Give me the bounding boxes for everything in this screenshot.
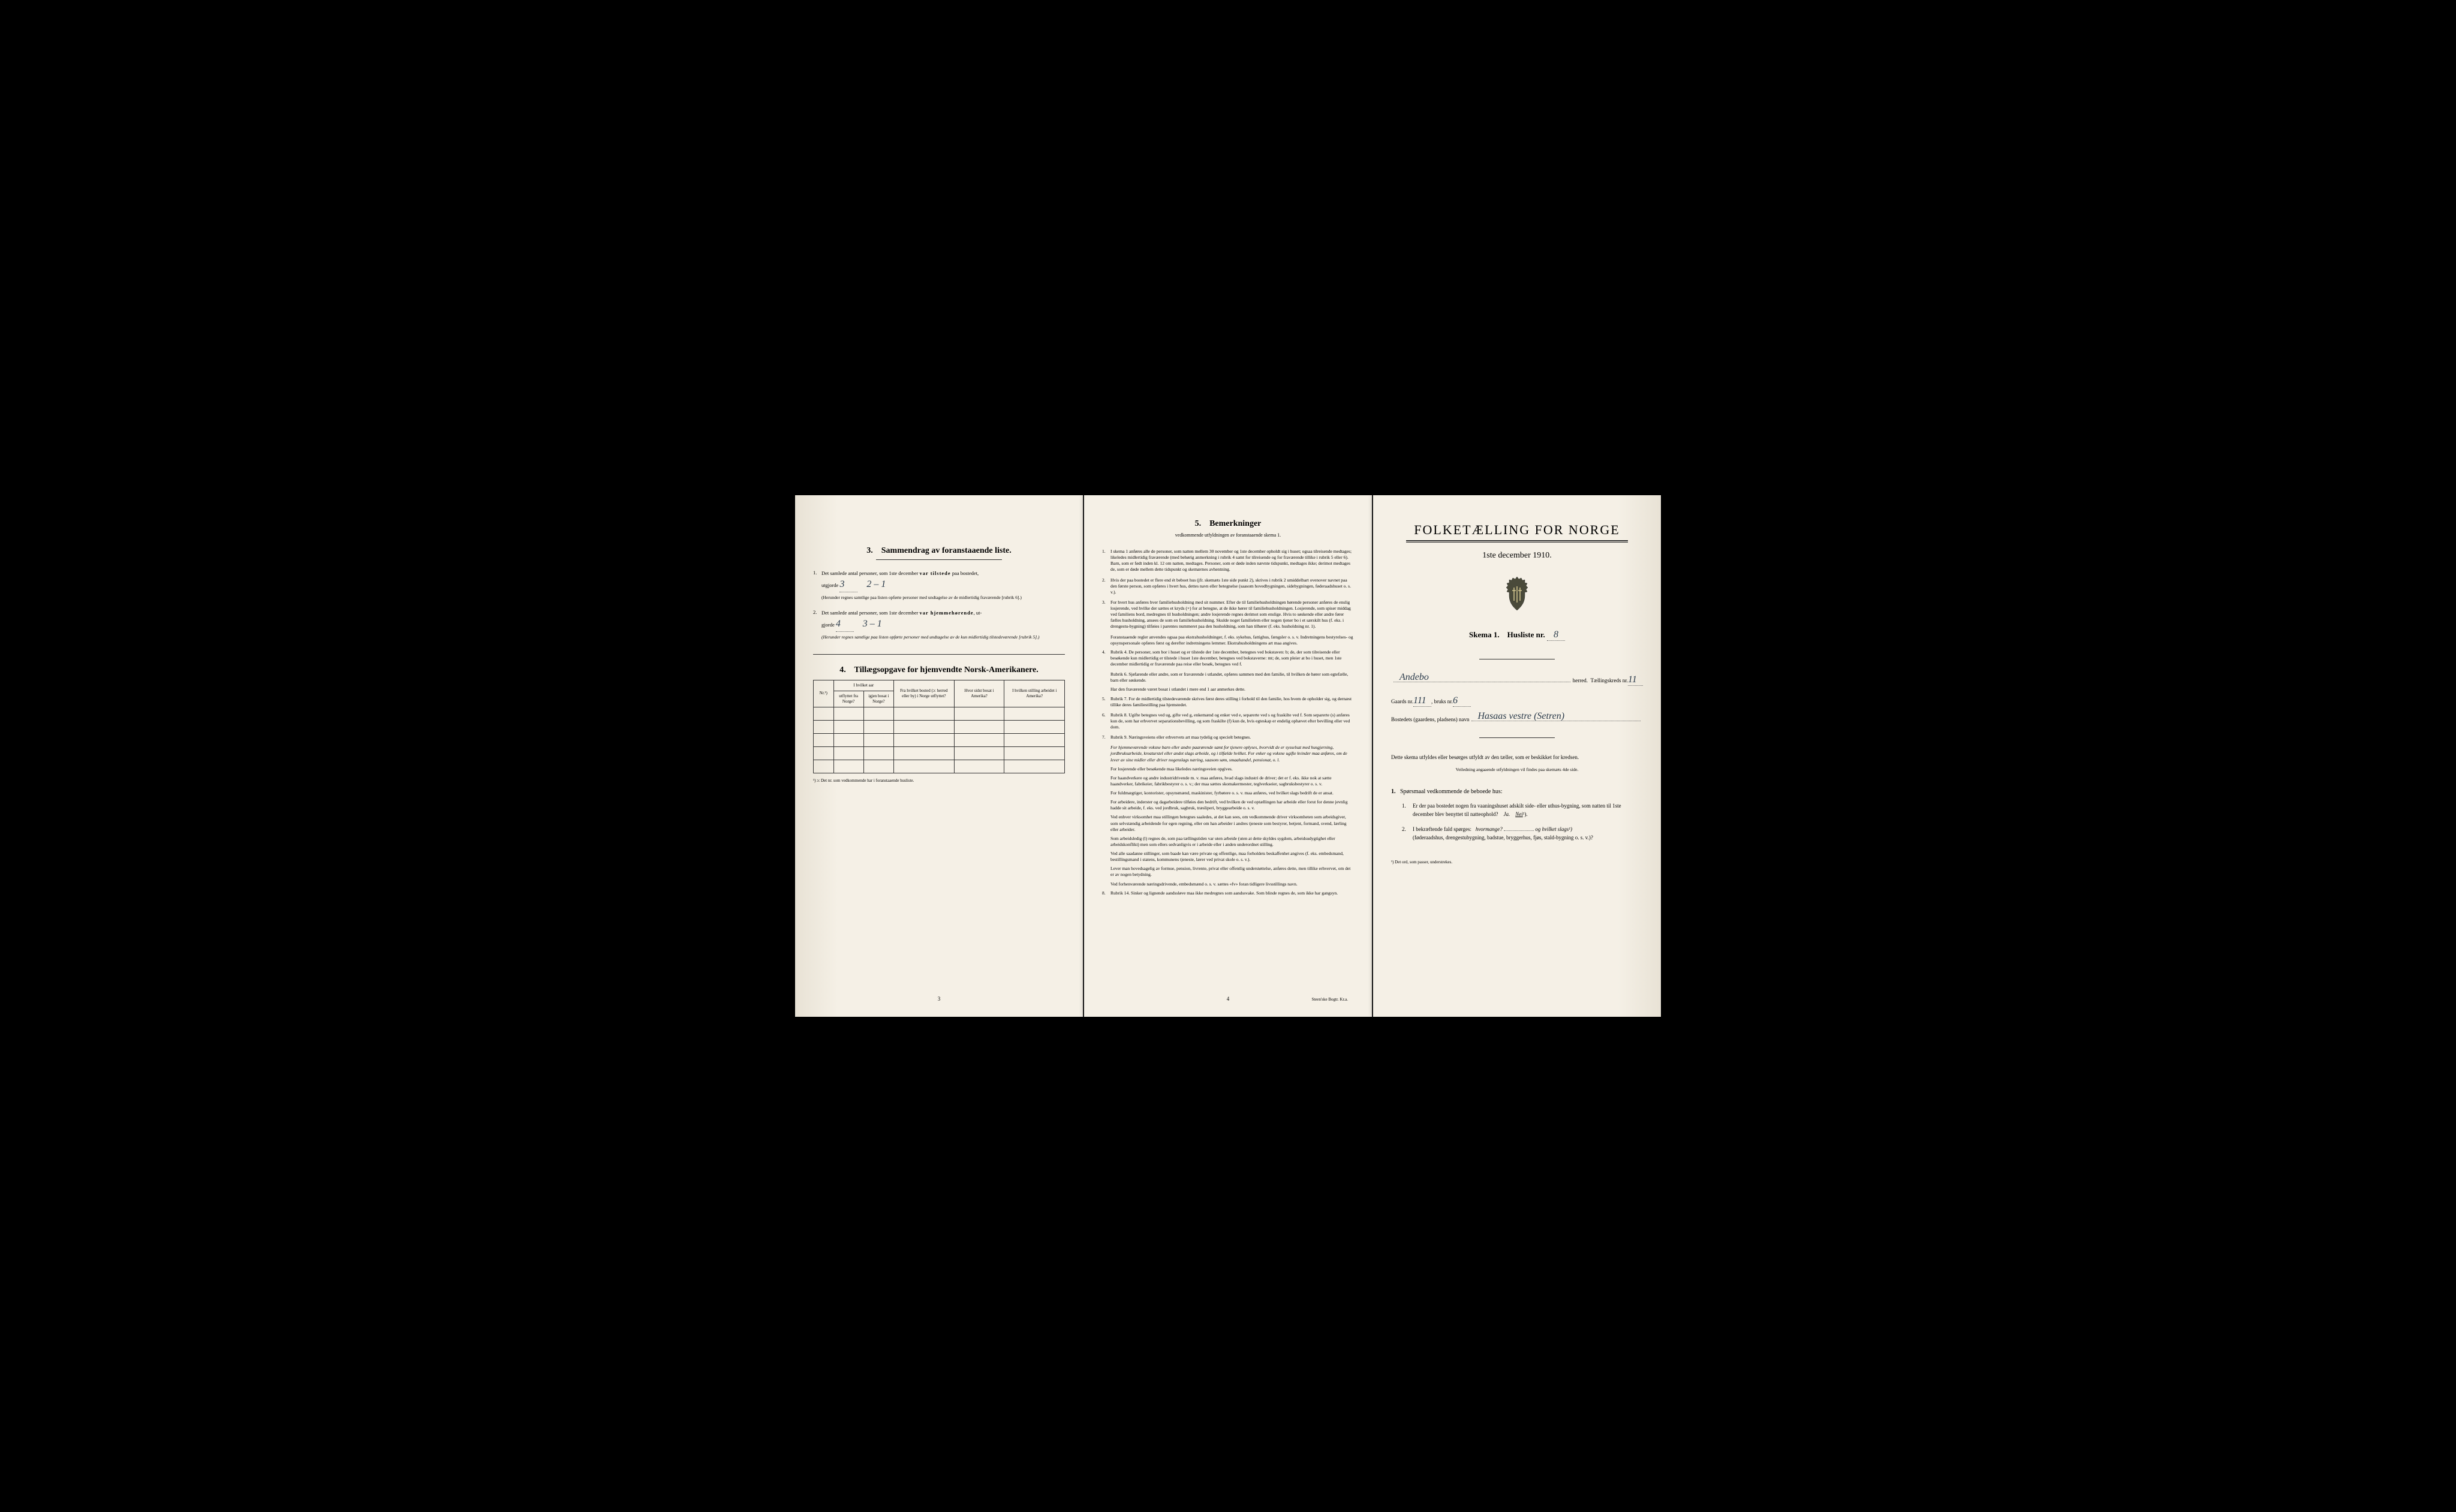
hw-resident-2: 3 – 1 xyxy=(863,619,882,629)
table-row xyxy=(814,720,1065,733)
gaards-line: Gaards nr. 111 , bruks nr. 6 xyxy=(1391,695,1643,707)
section-5-title: 5. Bemerkninger xyxy=(1102,519,1354,529)
th-bosted: Fra hvilket bosted (ɔ: herred eller by) … xyxy=(894,680,955,707)
remark-4: 4. Rubrik 4. De personer, som bor i huse… xyxy=(1102,649,1354,667)
q1-number: 1. xyxy=(1391,788,1396,795)
remark-1: 1. I skema 1 anføres alle de personer, s… xyxy=(1102,549,1354,573)
remark-8: 8. Rubrik 14. Sinker og lignende aandssl… xyxy=(1102,890,1354,896)
remark-5: 5. Rubrik 7. For de midlertidig tilstede… xyxy=(1102,696,1354,708)
hw-husliste-nr: 8 xyxy=(1554,630,1558,640)
section-4-title: 4. Tillægsopgave for hjemvendte Norsk-Am… xyxy=(813,665,1065,675)
section-5-heading: Bemerkninger xyxy=(1209,519,1261,528)
remark-7-sub3: For fuldmægtiger, kontorister, opsynsmæn… xyxy=(1102,790,1354,796)
section-3-title: 3. Sammendrag av foranstaaende liste. xyxy=(813,546,1065,556)
remark-3: 3. For hvert hus anføres hver familiehus… xyxy=(1102,600,1354,630)
answer-nei: Nei xyxy=(1515,811,1523,817)
hw-kreds-nr: 11 xyxy=(1628,674,1637,685)
divider xyxy=(876,559,1002,560)
summary-item-1: 1. Det samlede antal personer, som 1ste … xyxy=(813,570,1065,603)
th-aar: I hvilket aar xyxy=(833,680,894,691)
main-title: FOLKETÆLLING FOR NORGE xyxy=(1391,522,1643,538)
printer-credit: Steen'ske Bogtr. Kr.a. xyxy=(1311,997,1348,1002)
skema-line: Skema 1. Husliste nr. 8 xyxy=(1391,630,1643,641)
herred-label: herred. xyxy=(1573,677,1588,683)
table-row xyxy=(814,760,1065,773)
title-underline xyxy=(1406,540,1628,543)
summary-item-2: 2. Det samlede antal personer, som 1ste … xyxy=(813,609,1065,643)
th-amerika: Hvor sidst bosat i Amerika? xyxy=(954,680,1004,707)
page-4: 5. Bemerkninger vedkommende utfyldningen… xyxy=(1084,495,1372,1017)
hw-bruks-nr: 6 xyxy=(1453,695,1458,706)
remarks-list: 1. I skema 1 anføres alle de personer, s… xyxy=(1102,549,1354,896)
hw-present-2: 2 – 1 xyxy=(866,579,886,589)
bosted-label: Bostedets (gaardens, pladsens) navn xyxy=(1391,716,1469,722)
section-3-number: 3. xyxy=(866,546,873,555)
remark-7-sub4: For arbeidere, inderster og dagarbeidere… xyxy=(1102,799,1354,811)
hw-herred: Andebo xyxy=(1399,672,1429,683)
questions-block: 1. Spørsmaal vedkommende de beboede hus:… xyxy=(1391,788,1643,842)
section-4-heading: Tillægsopgave for hjemvendte Norsk-Ameri… xyxy=(854,665,1039,674)
remark-7-sub5: Ved enhver virksomhet maa stillingen bet… xyxy=(1102,814,1354,832)
skema-label: Skema 1. xyxy=(1469,630,1500,639)
page-1-cover: FOLKETÆLLING FOR NORGE 1ste december 191… xyxy=(1373,495,1661,1017)
remark-7: 7. Rubrik 9. Næringsveiens eller erhverv… xyxy=(1102,734,1354,740)
section-5-number: 5. xyxy=(1195,519,1202,528)
section-5-subtitle: vedkommende utfyldningen av foranstaaend… xyxy=(1102,532,1354,538)
page-3: 3. Sammendrag av foranstaaende liste. 1.… xyxy=(795,495,1083,1017)
amerikanere-table: Nr.¹) I hvilket aar Fra hvilket bosted (… xyxy=(813,680,1065,773)
taellingskreds-label: Tællingskreds nr. xyxy=(1591,677,1629,683)
instructions-block: Dette skema utfyldes eller besørges utfy… xyxy=(1391,753,1643,773)
census-document: 3. Sammendrag av foranstaaende liste. 1.… xyxy=(795,495,1661,1017)
q1-title: Spørsmaal vedkommende de beboede hus: xyxy=(1400,788,1503,795)
bosted-line: Bostedets (gaardens, pladsens) navn Hasa… xyxy=(1391,716,1643,722)
q1-heading: 1. Spørsmaal vedkommende de beboede hus: xyxy=(1391,788,1643,795)
remark-7-sub8: Lever man hovedsagelig av formue, pensio… xyxy=(1102,866,1354,878)
hw-gaards-nr: 111 xyxy=(1413,695,1426,706)
item2-note: (Herunder regnes samtlige paa listen opf… xyxy=(821,634,1065,641)
remark-7-sub7: Ved alle saadanne stillinger, som baade … xyxy=(1102,851,1354,863)
hw-resident-1: 4 xyxy=(836,619,841,629)
th-utflyttet: utflyttet fra Norge? xyxy=(833,691,863,707)
remark-4-extra1: Rubrik 6. Sjøfarende eller andre, som er… xyxy=(1102,671,1354,683)
th-bosat: igjen bosat i Norge? xyxy=(863,691,893,707)
table-row xyxy=(814,707,1065,720)
hw-present-1: 3 xyxy=(839,579,844,589)
remark-2: 2. Hvis der paa bostedet er flere end ét… xyxy=(1102,577,1354,595)
section-4-number: 4. xyxy=(839,665,846,674)
remark-7-sub2: For haandverkere og andre industridriven… xyxy=(1102,775,1354,787)
table-row xyxy=(814,733,1065,746)
herred-line: Andebo herred. Tællingskreds nr. 11 xyxy=(1391,674,1643,686)
remark-6: 6. Rubrik 8. Ugifte betegnes ved ug, gif… xyxy=(1102,712,1354,730)
remark-4-extra2: Har den fraværende været bosat i utlande… xyxy=(1102,686,1354,692)
remark-7-sub0: For hjemmeværende voksne barn eller andr… xyxy=(1102,745,1354,763)
page-number: 4 xyxy=(1227,996,1230,1002)
table-footnote: ¹) ɔ: Det nr. som vedkommende har i fora… xyxy=(813,778,1065,783)
remark-7-sub9: Ved forhenværende næringsdrivende, embed… xyxy=(1102,881,1354,887)
gaards-label: Gaards nr. xyxy=(1391,698,1413,704)
bruks-label: , bruks nr. xyxy=(1431,698,1453,704)
husliste-label: Husliste nr. xyxy=(1507,630,1545,639)
remark-3-extra: Foranstaaende regler anvendes ogsaa paa … xyxy=(1102,634,1354,646)
divider xyxy=(1479,737,1555,738)
coat-of-arms xyxy=(1391,576,1643,615)
instructions-text: Dette skema utfyldes eller besørges utfy… xyxy=(1391,753,1643,761)
th-nr: Nr.¹) xyxy=(814,680,834,707)
question-1: 1. Er der paa bostedet nogen fra vaaning… xyxy=(1391,802,1643,818)
veiledning: Veiledning angaaende utfyldningen vil fi… xyxy=(1391,766,1643,773)
footnote-1: ¹) Det ord, som passer, understrekes. xyxy=(1391,860,1643,865)
answer-ja: Ja. xyxy=(1503,811,1510,817)
census-date: 1ste december 1910. xyxy=(1391,551,1643,561)
hw-bosted: Hasaas vestre (Setren) xyxy=(1477,711,1564,722)
question-2: 2. I bekræftende fald spørges: hvormange… xyxy=(1391,826,1643,842)
th-stilling: I hvilken stilling arbeidet i Amerika? xyxy=(1004,680,1065,707)
remark-7-sub6: Som arbeidsledig (l) regnes de, som paa … xyxy=(1102,836,1354,848)
crest-icon xyxy=(1502,576,1532,612)
item1-note: (Herunder regnes samtlige paa listen opf… xyxy=(821,595,1065,601)
section-3-heading: Sammendrag av foranstaaende liste. xyxy=(881,546,1012,555)
divider xyxy=(813,654,1065,655)
remark-7-sub1: For losjerende eller besøkende maa likel… xyxy=(1102,766,1354,772)
page-number: 3 xyxy=(938,996,941,1002)
table-row xyxy=(814,746,1065,760)
